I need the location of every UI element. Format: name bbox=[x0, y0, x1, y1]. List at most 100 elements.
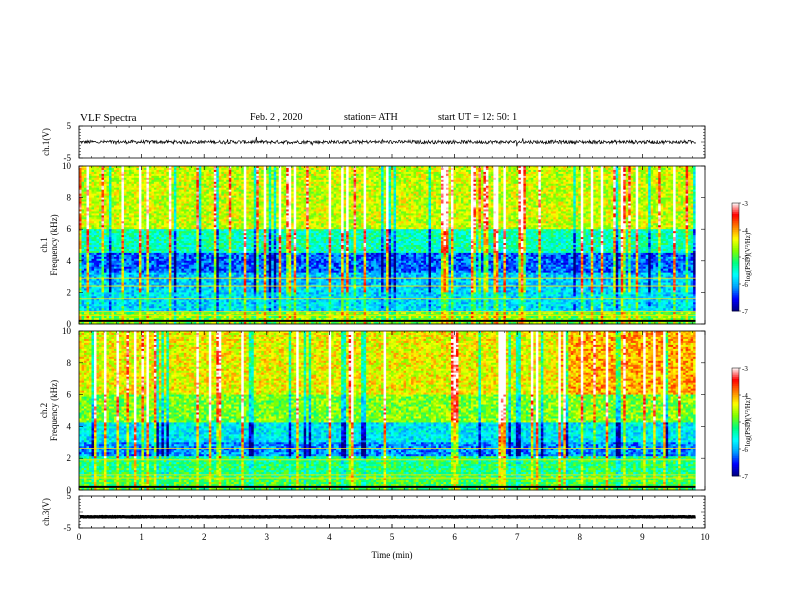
spectro-cell bbox=[216, 175, 220, 179]
spectro-cell bbox=[378, 171, 382, 175]
spectro-cell bbox=[503, 177, 507, 181]
spectro-cell bbox=[650, 173, 654, 177]
spectro-cell bbox=[453, 171, 457, 175]
spectro-cell bbox=[98, 173, 102, 177]
spectro-cell bbox=[655, 167, 659, 171]
spectro-cell bbox=[221, 173, 225, 177]
spectro-cell bbox=[358, 166, 362, 169]
spectro-cell bbox=[605, 175, 609, 179]
spectro-cell bbox=[156, 167, 160, 171]
spectro-cell bbox=[313, 171, 317, 175]
spectro-cell bbox=[206, 171, 210, 175]
spectro-cell bbox=[86, 177, 90, 181]
spectro-cell bbox=[248, 171, 252, 175]
spectro-cell bbox=[173, 175, 177, 179]
spectro-cell bbox=[618, 167, 622, 171]
spectro-cell bbox=[98, 169, 102, 173]
spectro-cell bbox=[131, 166, 135, 169]
spectro-cell bbox=[296, 171, 300, 175]
spectro-cell bbox=[655, 166, 659, 169]
spectro-cell bbox=[128, 175, 132, 179]
spectro-cell bbox=[660, 173, 664, 177]
spectro-cell bbox=[168, 173, 172, 177]
spectro-cell bbox=[423, 167, 427, 171]
spectro-cell bbox=[401, 175, 404, 179]
spectro-cell bbox=[683, 167, 687, 171]
spectro-cell bbox=[386, 166, 389, 169]
spectro-cell bbox=[201, 177, 205, 181]
spectro-cell bbox=[463, 166, 467, 169]
spectro-cell bbox=[331, 173, 335, 177]
spectro-cell bbox=[183, 177, 187, 181]
spectro-cell bbox=[548, 173, 552, 177]
spectro-cell bbox=[600, 169, 604, 173]
spectro-cell bbox=[301, 171, 305, 175]
spectro-cell bbox=[645, 171, 649, 175]
spectro-cell bbox=[171, 167, 175, 171]
spectro-cell bbox=[685, 171, 689, 175]
spectro-cell bbox=[141, 171, 145, 175]
spectro-cell bbox=[321, 171, 325, 175]
spectro-cell bbox=[386, 171, 389, 175]
spectro-cell bbox=[188, 175, 192, 179]
spectro-cell bbox=[448, 169, 452, 173]
spectro-cell bbox=[93, 169, 97, 173]
spectro-cell bbox=[383, 166, 387, 169]
spectro-cell bbox=[326, 167, 330, 171]
spectro-cell bbox=[98, 175, 102, 179]
spectro-cell bbox=[583, 171, 587, 175]
spectro-cell bbox=[673, 173, 677, 177]
spectro-cell bbox=[640, 175, 644, 179]
spectro-cell bbox=[568, 166, 572, 169]
spectro-cell bbox=[383, 177, 387, 181]
spectro-cell bbox=[393, 171, 397, 175]
spectro-cell bbox=[131, 171, 135, 175]
spectro-cell bbox=[266, 177, 270, 181]
spectro-cell bbox=[211, 177, 215, 181]
spectro-cell bbox=[128, 173, 132, 177]
spectro-cell bbox=[286, 173, 290, 177]
spectro-cell bbox=[316, 171, 320, 175]
spectro-cell bbox=[608, 167, 612, 171]
spectro-cell bbox=[193, 169, 197, 173]
spectro-cell bbox=[113, 173, 117, 177]
spectro-cell bbox=[168, 177, 172, 181]
spectro-cell bbox=[258, 175, 262, 179]
spectro-cell bbox=[236, 166, 240, 169]
spectro-cell bbox=[301, 173, 305, 177]
spectro-cell bbox=[106, 169, 110, 173]
spectro-cell bbox=[331, 177, 335, 181]
spectro-cell bbox=[396, 167, 399, 171]
spectro-cell bbox=[113, 177, 117, 181]
spectro-cell bbox=[580, 166, 584, 169]
spectro-cell bbox=[288, 173, 292, 177]
spectro-cell bbox=[351, 166, 355, 169]
spectro-cell bbox=[445, 167, 449, 171]
spectro-cell bbox=[575, 177, 579, 181]
spectro-cell bbox=[361, 166, 364, 169]
spectro-cell bbox=[271, 173, 275, 177]
spectro-cell bbox=[261, 175, 265, 179]
spectro-cell bbox=[563, 171, 567, 175]
spectro-cell bbox=[176, 171, 180, 175]
spectro-cell bbox=[96, 177, 100, 181]
spectro-cell bbox=[670, 177, 674, 181]
spectro-cell bbox=[530, 177, 534, 181]
spectro-cell bbox=[226, 167, 230, 171]
spectro-cell bbox=[443, 175, 447, 179]
spectro-cell bbox=[298, 177, 302, 181]
spectro-cell bbox=[276, 166, 280, 169]
spectro-cell bbox=[513, 175, 517, 179]
spectro-cell bbox=[196, 171, 200, 175]
spectro-cell bbox=[658, 166, 662, 169]
spectro-cell bbox=[615, 171, 619, 175]
spectro-cell bbox=[338, 171, 342, 175]
spectro-cell bbox=[383, 173, 387, 177]
spectro-cell bbox=[79, 179, 82, 183]
spectro-cell bbox=[216, 166, 220, 169]
spectro-cell bbox=[266, 175, 270, 179]
spectro-cell bbox=[538, 173, 542, 177]
spectro-cell bbox=[288, 166, 292, 169]
spectro-cell bbox=[685, 173, 689, 177]
spectro-cell bbox=[505, 167, 509, 171]
